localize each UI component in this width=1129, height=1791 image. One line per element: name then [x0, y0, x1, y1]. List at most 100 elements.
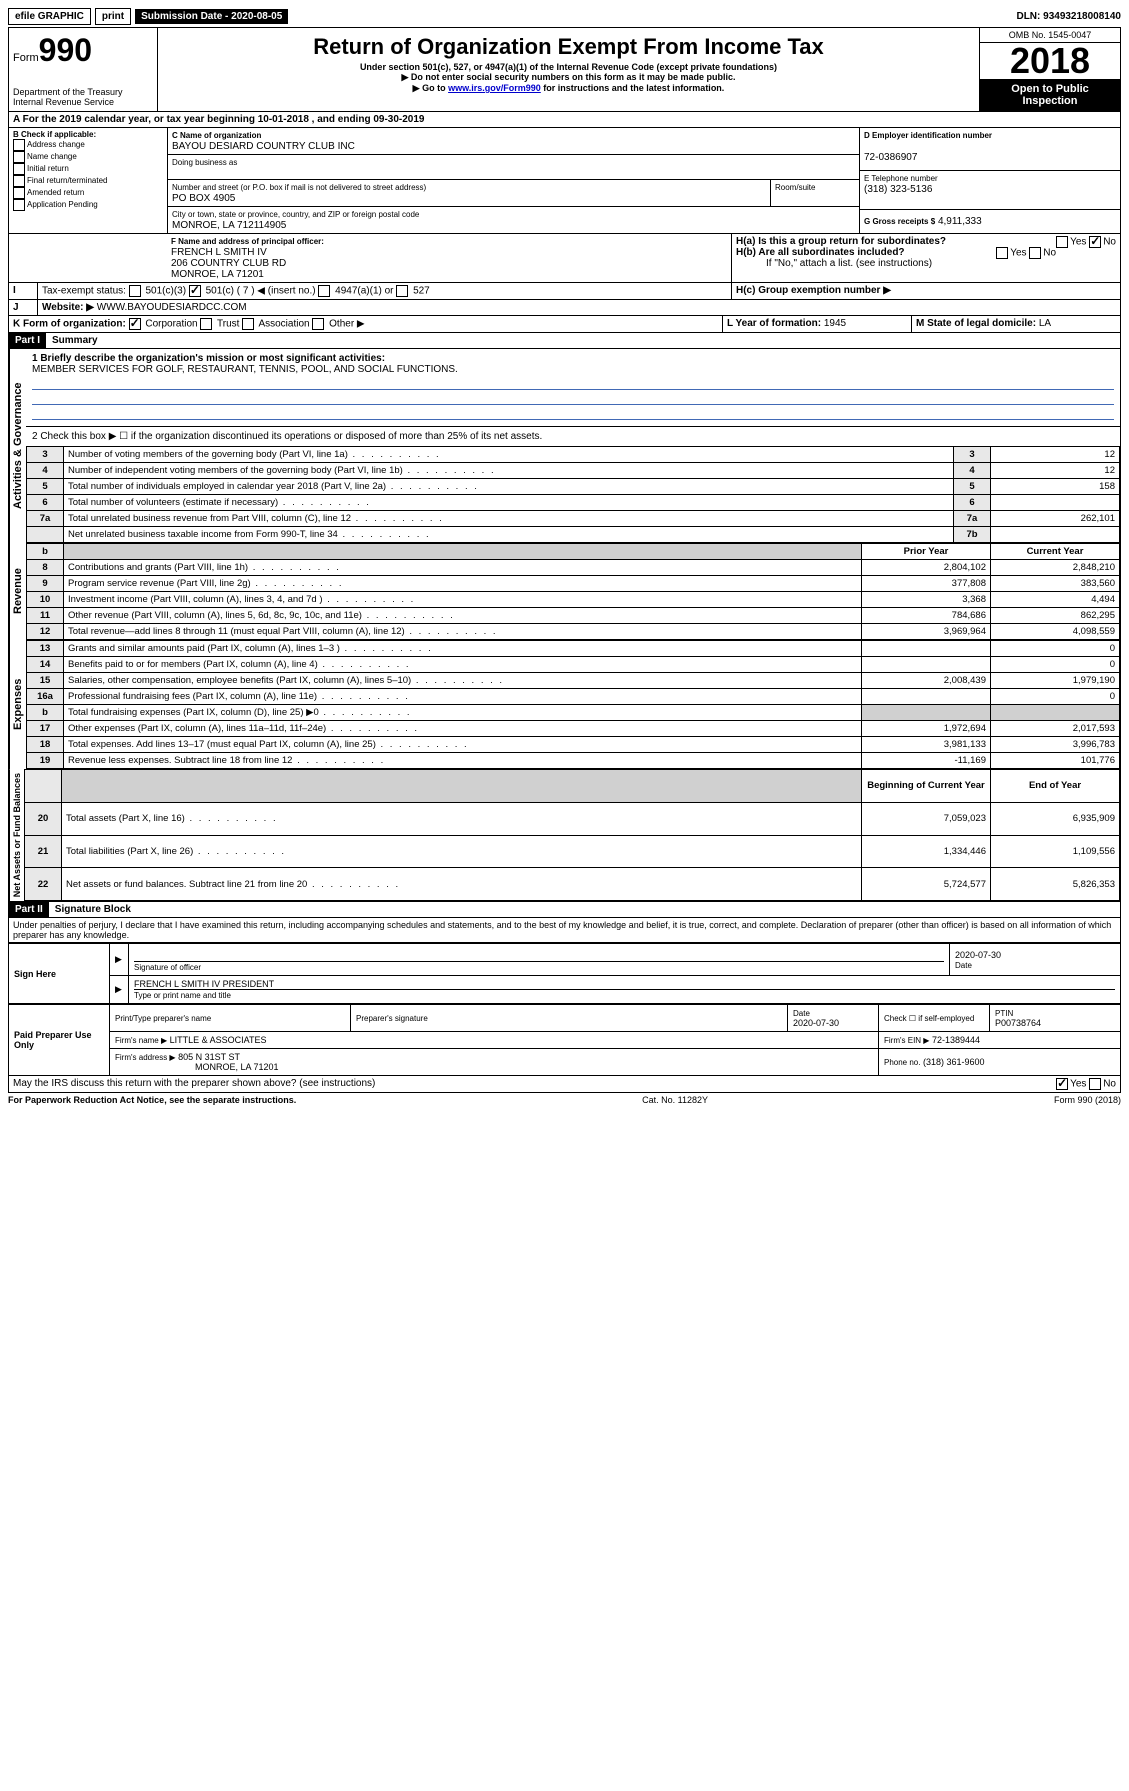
- check-address-change[interactable]: [13, 139, 25, 151]
- check-final-return[interactable]: [13, 175, 25, 187]
- org-city: MONROE, LA 712114905: [172, 220, 286, 231]
- box-i: Tax-exempt status: 501(c)(3) 501(c) ( 7 …: [38, 283, 732, 299]
- table-row: 15Salaries, other compensation, employee…: [27, 673, 1120, 689]
- submission-date: Submission Date - 2020-08-05: [135, 9, 288, 24]
- check-501c[interactable]: [189, 285, 201, 297]
- table-row: Net unrelated business taxable income fr…: [27, 527, 1120, 543]
- efile-button[interactable]: efile GRAPHIC: [8, 8, 91, 25]
- firm-phone: (318) 361-9600: [923, 1057, 985, 1067]
- revenue-table: b Prior Year Current Year 8Contributions…: [26, 543, 1120, 640]
- table-row: 12Total revenue—add lines 8 through 11 (…: [27, 624, 1120, 640]
- check-initial-return[interactable]: [13, 163, 25, 175]
- sidebar-revenue: Revenue: [9, 543, 26, 640]
- table-row: 7aTotal unrelated business revenue from …: [27, 511, 1120, 527]
- telephone: (318) 323-5136: [864, 184, 932, 195]
- table-row: 21Total liabilities (Part X, line 26)1,3…: [25, 835, 1120, 868]
- sidebar-expenses: Expenses: [9, 640, 26, 769]
- check-4947[interactable]: [318, 285, 330, 297]
- officer-addr1: 206 COUNTRY CLUB RD: [171, 258, 286, 269]
- line1-label: 1 Briefly describe the organization's mi…: [32, 353, 385, 364]
- box-b: B Check if applicable: Address change Na…: [9, 128, 168, 233]
- table-row: 4Number of independent voting members of…: [27, 463, 1120, 479]
- mission-text: MEMBER SERVICES FOR GOLF, RESTAURANT, TE…: [32, 364, 458, 375]
- check-other[interactable]: [312, 318, 324, 330]
- check-corporation[interactable]: [129, 318, 141, 330]
- box-m: M State of legal domicile: LA: [912, 316, 1120, 332]
- org-address: PO BOX 4905: [172, 193, 235, 204]
- irs-link[interactable]: www.irs.gov/Form990: [448, 83, 541, 93]
- sig-date: 2020-07-30: [955, 950, 1115, 960]
- hb-no[interactable]: [1029, 247, 1041, 259]
- firm-name: LITTLE & ASSOCIATES: [170, 1035, 267, 1045]
- tax-year: 2018: [980, 43, 1120, 79]
- part1-body: Activities & Governance 1 Briefly descri…: [8, 349, 1121, 543]
- line2: 2 Check this box ▶ ☐ if the organization…: [26, 427, 1120, 446]
- box-h: H(a) Is this a group return for subordin…: [732, 234, 1120, 282]
- sidebar-netassets: Net Assets or Fund Balances: [9, 769, 24, 901]
- table-row: 9Program service revenue (Part VIII, lin…: [27, 576, 1120, 592]
- officer-print-name: FRENCH L SMITH IV PRESIDENT: [134, 979, 274, 989]
- revenue-section: Revenue b Prior Year Current Year 8Contr…: [8, 543, 1121, 640]
- table-row: 6Total number of volunteers (estimate if…: [27, 495, 1120, 511]
- j-block: J Website: ▶ WWW.BAYOUDESIARDCC.COM: [8, 300, 1121, 316]
- table-row: 19Revenue less expenses. Subtract line 1…: [27, 753, 1120, 769]
- open-public-badge: Open to Public Inspection: [980, 79, 1120, 111]
- f-h-block: F Name and address of principal officer:…: [8, 234, 1121, 283]
- check-amended[interactable]: [13, 187, 25, 199]
- box-deg: D Employer identification number 72-0386…: [860, 128, 1120, 233]
- website: WWW.BAYOUDESIARDCC.COM: [97, 302, 247, 313]
- check-association[interactable]: [242, 318, 254, 330]
- hb-yes[interactable]: [996, 247, 1008, 259]
- gross-receipts: 4,911,333: [938, 216, 982, 227]
- form-note2: ▶ Go to www.irs.gov/Form990 for instruct…: [162, 83, 975, 94]
- expenses-table: 13Grants and similar amounts paid (Part …: [26, 640, 1120, 769]
- box-k: K Form of organization: Corporation Trus…: [9, 316, 723, 332]
- table-row: 11Other revenue (Part VIII, column (A), …: [27, 608, 1120, 624]
- box-f: F Name and address of principal officer:…: [167, 234, 732, 282]
- irs-label: Internal Revenue Service: [13, 97, 153, 107]
- ein: 72-0386907: [864, 152, 917, 163]
- box-l: L Year of formation: 1945: [723, 316, 912, 332]
- discuss-row: May the IRS discuss this return with the…: [8, 1076, 1121, 1093]
- check-trust[interactable]: [200, 318, 212, 330]
- box-c: C Name of organization BAYOU DESIARD COU…: [168, 128, 860, 233]
- officer-addr2: MONROE, LA 71201: [171, 269, 264, 280]
- netassets-table: Beginning of Current Year End of Year 20…: [24, 769, 1120, 901]
- ha-yes[interactable]: [1056, 236, 1068, 248]
- i-hc-block: I Tax-exempt status: 501(c)(3) 501(c) ( …: [8, 283, 1121, 300]
- firm-ein: 72-1389444: [932, 1035, 980, 1045]
- dba-label: Doing business as: [172, 158, 237, 167]
- declaration: Under penalties of perjury, I declare th…: [8, 918, 1121, 943]
- table-row: 13Grants and similar amounts paid (Part …: [27, 641, 1120, 657]
- sign-here-label: Sign Here: [9, 944, 110, 1004]
- check-501c3[interactable]: [129, 285, 141, 297]
- print-button[interactable]: print: [95, 8, 131, 25]
- expenses-section: Expenses 13Grants and similar amounts pa…: [8, 640, 1121, 769]
- table-row: 3Number of voting members of the governi…: [27, 447, 1120, 463]
- table-row: 16aProfessional fundraising fees (Part I…: [27, 689, 1120, 705]
- dln: DLN: 93493218008140: [1016, 11, 1121, 22]
- ptin: P00738764: [995, 1018, 1041, 1028]
- netassets-section: Net Assets or Fund Balances Beginning of…: [8, 769, 1121, 902]
- hb-note: If "No," attach a list. (see instruction…: [736, 258, 1116, 269]
- check-527[interactable]: [396, 285, 408, 297]
- page-footer: For Paperwork Reduction Act Notice, see …: [8, 1093, 1121, 1107]
- discuss-no[interactable]: [1089, 1078, 1101, 1090]
- form-number: Form990: [13, 32, 153, 69]
- check-name-change[interactable]: [13, 151, 25, 163]
- discuss-yes[interactable]: [1056, 1078, 1068, 1090]
- officer-name: FRENCH L SMITH IV: [171, 247, 267, 258]
- check-application-pending[interactable]: [13, 199, 25, 211]
- firm-address: 805 N 31ST ST: [178, 1052, 240, 1062]
- form-title: Return of Organization Exempt From Incom…: [162, 34, 975, 60]
- room-suite-label: Room/suite: [775, 183, 815, 192]
- box-hc: H(c) Group exemption number ▶: [732, 283, 1120, 299]
- form-header: Form990 Department of the Treasury Inter…: [8, 27, 1121, 112]
- ha-no[interactable]: [1089, 236, 1101, 248]
- table-row: 20Total assets (Part X, line 16)7,059,02…: [25, 802, 1120, 835]
- top-bar: efile GRAPHIC print Submission Date - 20…: [8, 8, 1121, 25]
- dept-treasury: Department of the Treasury: [13, 87, 153, 97]
- line-a: A For the 2019 calendar year, or tax yea…: [8, 112, 1121, 128]
- signature-table: Sign Here ▶ Signature of officer 2020-07…: [8, 943, 1121, 1004]
- form-note1: ▶ Do not enter social security numbers o…: [162, 72, 975, 83]
